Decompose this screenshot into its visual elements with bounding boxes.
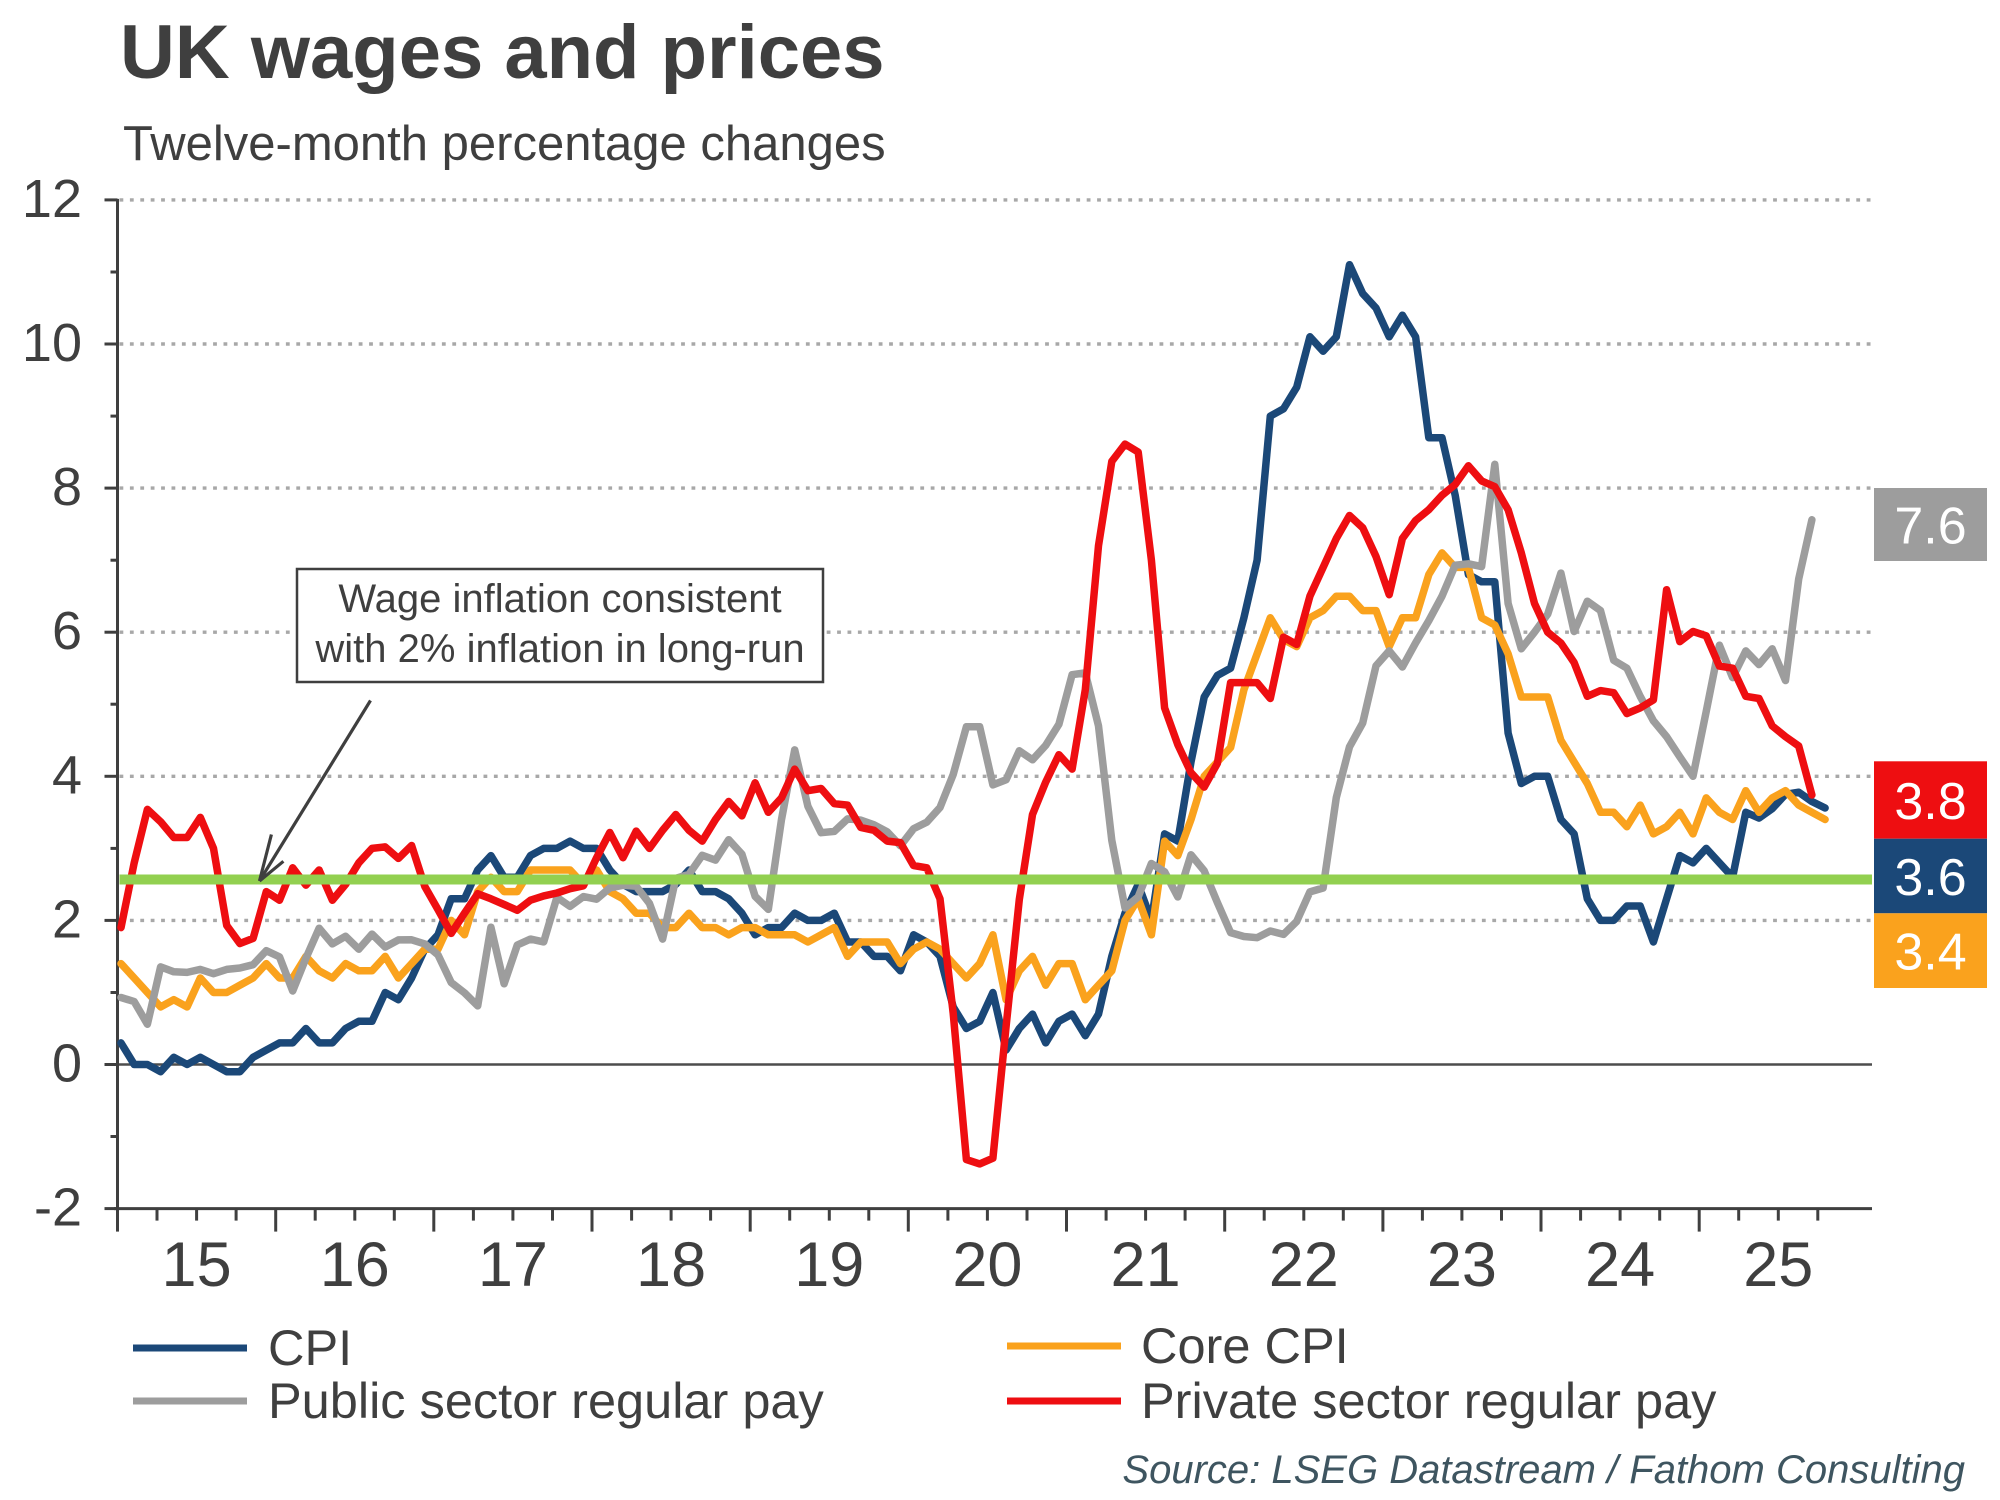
svg-text:19: 19 [794,1230,864,1300]
svg-text:CPI: CPI [268,1319,352,1376]
svg-text:Public sector regular pay: Public sector regular pay [268,1372,825,1429]
svg-text:7.6: 7.6 [1894,498,1966,556]
svg-text:24: 24 [1585,1230,1655,1300]
svg-text:23: 23 [1427,1230,1497,1300]
svg-text:Wage inflation consistent: Wage inflation consistent [338,577,781,621]
svg-text:20: 20 [952,1230,1022,1300]
svg-text:Twelve-month percentage change: Twelve-month percentage changes [123,117,886,171]
svg-text:3.8: 3.8 [1894,773,1966,831]
svg-text:15: 15 [162,1230,232,1300]
svg-text:18: 18 [636,1230,706,1300]
svg-text:UK wages and prices: UK wages and prices [120,10,885,95]
svg-text:3.6: 3.6 [1894,849,1966,907]
svg-text:with 2% inflation in long-run: with 2% inflation in long-run [314,627,804,671]
svg-text:Source: LSEG Datastream / Fath: Source: LSEG Datastream / Fathom Consult… [1122,1448,1965,1492]
svg-text:Core CPI: Core CPI [1141,1317,1349,1374]
svg-text:22: 22 [1269,1230,1339,1300]
svg-text:4: 4 [52,745,82,805]
svg-text:Private sector regular pay: Private sector regular pay [1141,1372,1717,1429]
svg-text:25: 25 [1743,1230,1813,1300]
svg-text:16: 16 [320,1230,390,1300]
svg-text:3.4: 3.4 [1894,924,1966,982]
svg-text:0: 0 [52,1034,82,1094]
svg-text:8: 8 [52,457,82,517]
svg-text:12: 12 [22,169,82,229]
svg-text:21: 21 [1111,1230,1181,1300]
svg-text:-2: -2 [34,1178,82,1238]
svg-text:6: 6 [52,601,82,661]
svg-text:2: 2 [52,889,82,949]
svg-text:10: 10 [22,313,82,373]
svg-text:17: 17 [478,1230,548,1300]
